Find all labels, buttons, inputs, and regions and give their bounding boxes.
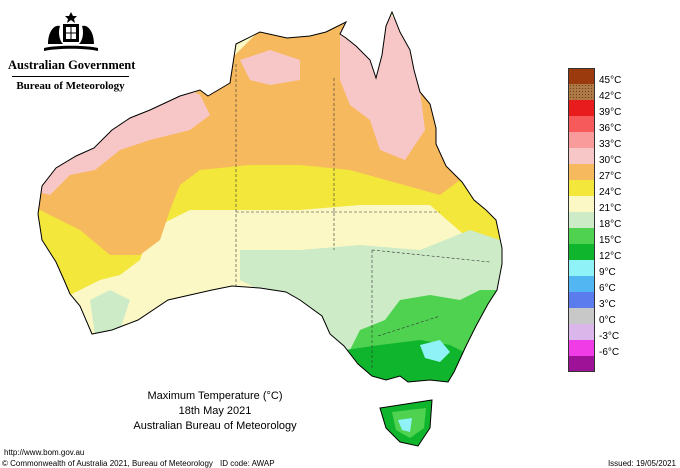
legend-swatch [568,132,595,148]
legend-item: 30°C [568,148,648,166]
legend-item: 33°C [568,132,648,150]
legend-label: 39°C [599,107,622,118]
bureau-name: Bureau of Meteorology [16,80,125,92]
legend-item: 42°C [568,84,648,102]
coat-of-arms-icon [43,12,98,51]
legend-label: 36°C [599,123,622,134]
legend-label: 6°C [599,283,616,294]
legend-swatch [568,292,595,308]
temperature-legend: 45°C 42°C 39°C 36°C 33°C 30°C 27°C 24°C 21°C 18°C… [568,68,648,372]
legend-label: 18°C [599,219,622,230]
legend-swatch [568,228,595,244]
legend-item: 45°C [568,68,648,86]
legend-label: 12°C [599,251,622,262]
legend-swatch [568,68,595,84]
legend-item: 6°C [568,276,648,294]
legend-label: 9°C [599,267,616,278]
legend-item: 9°C [568,260,648,278]
legend-swatch [568,100,595,116]
legend-swatch [568,356,595,372]
legend-item: 0°C [568,308,648,326]
legend-label: 27°C [599,171,622,182]
legend-swatch [568,116,595,132]
legend-item: -6°C [568,340,648,358]
copyright-text: © Commonwealth of Australia 2021, Bureau… [2,459,213,468]
government-logo: Australian Government Bureau of Meteorol… [8,10,136,92]
map-caption: Maximum Temperature (°C) 18th May 2021 A… [130,389,300,434]
legend-swatch [568,324,595,340]
map-date: 18th May 2021 [178,405,252,417]
legend-label: 30°C [599,155,622,166]
bom-url[interactable]: http://www.bom.gov.au [4,448,85,457]
legend-swatch [568,276,595,292]
legend-swatch [568,148,595,164]
legend-item: 24°C [568,180,648,198]
legend-label: 15°C [599,235,622,246]
legend-label: 0°C [599,315,616,326]
legend-item [568,356,648,372]
legend-swatch [568,84,595,100]
divider [12,76,129,77]
legend-item: 21°C [568,196,648,214]
legend-swatch [568,180,595,196]
legend-label: 33°C [599,139,622,150]
legend-item: 3°C [568,292,648,310]
legend-swatch [568,164,595,180]
legend-item: 12°C [568,244,648,262]
map-title: Maximum Temperature (°C) [147,390,283,402]
legend-swatch [568,260,595,276]
legend-item: -3°C [568,324,648,342]
legend-label: -3°C [599,331,620,342]
legend-swatch [568,308,595,324]
legend-swatch [568,212,595,228]
legend-item: 39°C [568,100,648,118]
legend-item: 15°C [568,228,648,246]
legend-item: 36°C [568,116,648,134]
legend-label: -6°C [599,347,620,358]
legend-item: 18°C [568,212,648,230]
legend-swatch [568,244,595,260]
id-code: ID code: AWAP [220,459,275,468]
legend-swatch [568,196,595,212]
issued-date: Issued: 19/05/2021 [607,459,676,468]
legend-label: 42°C [599,91,622,102]
legend-label: 45°C [599,75,622,86]
legend-label: 24°C [599,187,622,198]
government-title: Australian Government [8,58,136,72]
map-source: Australian Bureau of Meteorology [133,420,297,432]
legend-item: 27°C [568,164,648,182]
legend-label: 21°C [599,203,622,214]
legend-label: 3°C [599,299,616,310]
legend-swatch [568,340,595,356]
